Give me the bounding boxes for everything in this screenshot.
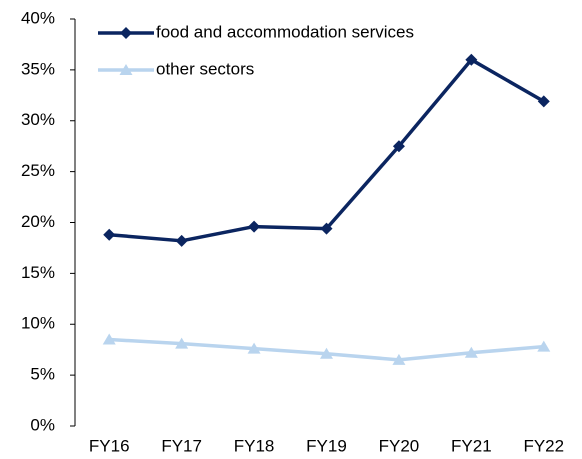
legend-label: food and accommodation services [156, 22, 414, 41]
y-tick-label: 25% [21, 161, 55, 180]
point-marker [464, 346, 478, 358]
point-marker [320, 222, 333, 235]
y-tick-label: 15% [21, 263, 55, 282]
point-marker [320, 347, 333, 359]
point-marker [103, 228, 116, 241]
y-tick-label: 10% [21, 314, 55, 333]
point-marker [537, 95, 550, 108]
y-tick-label: 40% [21, 8, 55, 27]
y-tick-label: 20% [21, 212, 55, 231]
series-line [109, 57, 545, 243]
y-tick-label: 0% [30, 415, 55, 434]
y-tick-label: 30% [21, 110, 55, 129]
x-tick-label: FY21 [451, 436, 492, 455]
point-marker [247, 342, 261, 354]
legend-label: other sectors [156, 59, 254, 78]
x-tick-label: FY18 [234, 436, 275, 455]
x-tick-label: FY22 [523, 436, 564, 455]
y-tick-label: 35% [21, 59, 55, 78]
point-marker [175, 337, 189, 349]
legend-marker [120, 27, 132, 39]
legend-marker [119, 64, 133, 75]
point-marker [102, 333, 116, 345]
point-marker [465, 53, 478, 66]
point-marker [175, 234, 188, 247]
point-marker [392, 353, 406, 365]
point-marker [537, 340, 551, 352]
x-tick-label: FY19 [306, 436, 347, 455]
x-tick-label: FY17 [161, 436, 202, 455]
x-tick-label: FY20 [379, 436, 420, 455]
y-tick-label: 5% [30, 365, 55, 384]
x-tick-label: FY16 [89, 436, 130, 455]
point-marker [248, 220, 261, 233]
point-marker [392, 140, 405, 153]
